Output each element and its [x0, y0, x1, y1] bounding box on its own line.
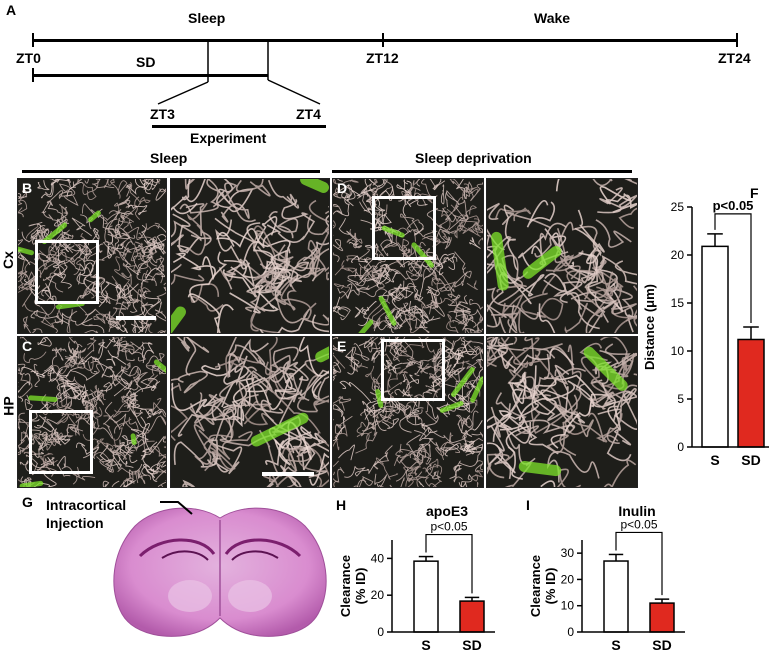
bar-sd — [737, 338, 765, 448]
y-tick-label: 20 — [561, 572, 575, 586]
y-tick-label: 10 — [671, 344, 685, 358]
micrograph-d-cortex-sd — [332, 178, 484, 334]
panel-letter-d: D — [337, 180, 348, 196]
scale-bar-c-zoom — [262, 472, 314, 476]
wake-label: Wake — [534, 10, 571, 26]
tick-zt12 — [382, 33, 384, 47]
y-tick-label: 40 — [371, 551, 385, 565]
panel-letter-a: A — [6, 2, 17, 18]
y-tick-label: 25 — [671, 200, 685, 214]
zt3-label: ZT3 — [150, 106, 175, 122]
bar-sd — [649, 602, 675, 633]
annotation-line1: Intracortical — [46, 497, 127, 513]
sd-start-tick — [32, 68, 34, 82]
bar-s — [413, 560, 439, 633]
sleep-header-bar — [22, 170, 320, 173]
bar-sd — [459, 600, 485, 633]
sd-bar — [32, 74, 268, 77]
y-axis-label: Distance (μm) — [642, 284, 657, 370]
significance-label: p<0.05 — [430, 520, 467, 534]
y-tick-label: 30 — [561, 546, 575, 560]
tick-zt24 — [736, 33, 738, 47]
y-tick-label: 0 — [377, 625, 384, 639]
chart-f-distance: F 0 5 10 15 20 25 Distance (μm) S SD p<0.05 — [642, 185, 769, 468]
inset-box-e — [381, 339, 445, 401]
y-tick-label: 20 — [371, 588, 385, 602]
zt0-label: ZT0 — [16, 50, 41, 66]
x-tick-label: S — [611, 637, 620, 653]
y-tick-label: 20 — [671, 248, 685, 262]
sd-label: SD — [136, 54, 156, 70]
panel-letter-e: E — [337, 338, 347, 354]
x-tick-label: SD — [652, 637, 671, 653]
y-axis-label: Clearance(% ID) — [338, 555, 368, 617]
x-tick-label: S — [710, 452, 719, 468]
panel-letter-f: F — [750, 185, 759, 201]
y-tick-label: 10 — [561, 599, 575, 613]
scale-bar-b — [116, 316, 156, 320]
zoom-connector-lines — [157, 40, 321, 105]
tick-zt0 — [32, 33, 34, 47]
timeline-axis — [32, 39, 738, 42]
inset-box-d — [372, 196, 436, 260]
experiment-label: Experiment — [190, 130, 267, 146]
zt24-label: ZT24 — [718, 50, 751, 66]
micrograph-e-zoom — [486, 336, 638, 488]
brain-section-image — [113, 507, 327, 637]
micrograph-b-zoom — [170, 178, 330, 334]
bar-s — [701, 245, 729, 448]
micrograph-c-zoom — [170, 336, 330, 488]
y-tick-label: 5 — [677, 392, 684, 406]
annotation-line2: Injection — [46, 515, 104, 531]
micrograph-b-cortex-sleep — [17, 178, 167, 334]
row-label-hp: HP — [0, 396, 17, 416]
inset-box-c — [29, 410, 93, 474]
micrograph-d-zoom — [486, 178, 638, 334]
significance-label: p<0.05 — [620, 517, 657, 531]
bar-s — [603, 560, 629, 633]
zt4-label: ZT4 — [296, 106, 321, 122]
significance-bracket — [615, 531, 663, 596]
y-axis-label: Clearance(% ID) — [528, 555, 558, 617]
zt12-label: ZT12 — [366, 50, 399, 66]
inset-box-b — [35, 240, 99, 304]
micrograph-e-hippocampus-sd — [332, 336, 484, 488]
y-tick-label: 15 — [671, 296, 685, 310]
y-tick-label: 0 — [677, 440, 684, 454]
row-label-cx: Cx — [0, 251, 16, 269]
panel-letter-h: H — [336, 497, 346, 513]
significance-bracket — [714, 213, 752, 323]
y-tick-label: 0 — [567, 625, 574, 639]
panel-letter-g: G — [22, 494, 33, 510]
sleep-label: Sleep — [188, 10, 226, 26]
significance-bracket — [425, 533, 473, 594]
experiment-bar — [152, 125, 326, 128]
sleep-header: Sleep — [150, 150, 188, 166]
x-tick-label: SD — [462, 637, 481, 653]
panel-letter-c: C — [22, 338, 33, 354]
panel-letter-i: I — [526, 497, 530, 513]
chart-title: Inulin — [618, 503, 655, 519]
chart-title: apoE3 — [426, 503, 468, 519]
x-tick-label: S — [421, 637, 430, 653]
sd-header-bar — [332, 170, 632, 173]
injection-pointer-line — [160, 501, 193, 515]
sd-header: Sleep deprivation — [415, 150, 532, 166]
significance-label: p<0.05 — [713, 198, 754, 213]
x-tick-label: SD — [741, 452, 760, 468]
panel-letter-b: B — [22, 180, 33, 196]
